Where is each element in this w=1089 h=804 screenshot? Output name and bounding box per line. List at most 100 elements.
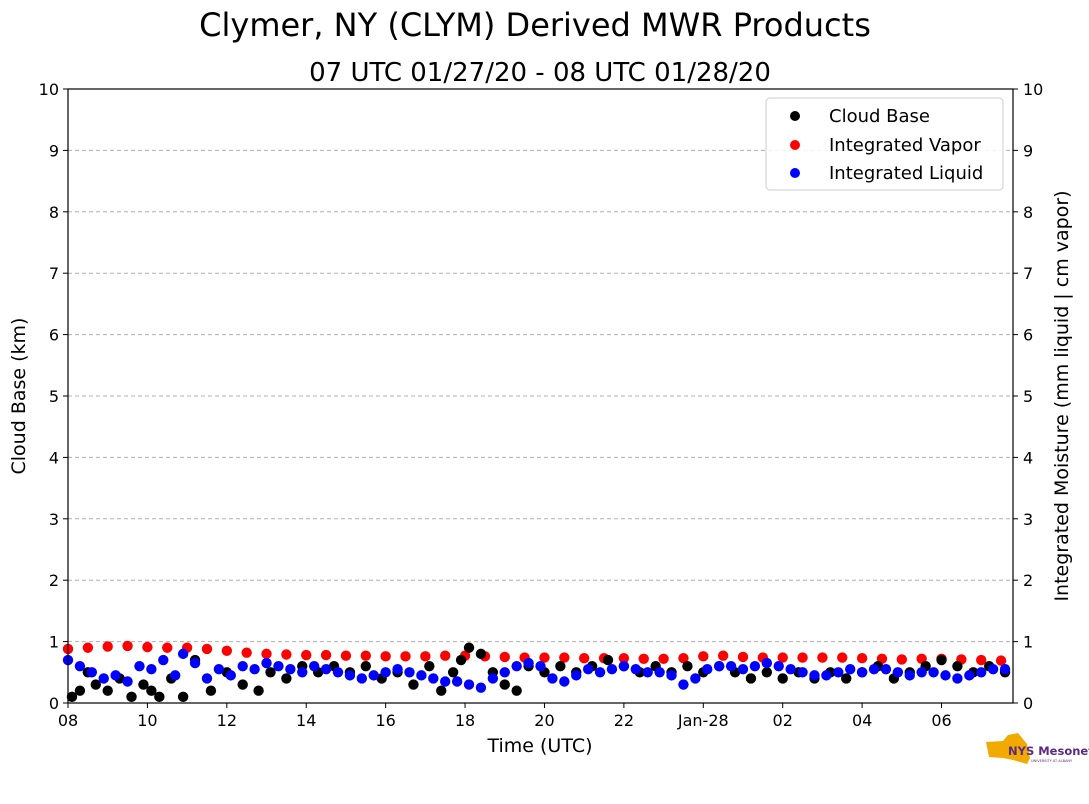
legend-label-integrated-liquid: Integrated Liquid [829, 163, 983, 184]
data-point-integrated-liquid [833, 667, 844, 678]
data-point-integrated-liquid [297, 667, 308, 678]
legend-marker-cloud-base [790, 111, 800, 121]
data-point-cloud-base [253, 685, 264, 696]
y-tick-label-right: 3 [1023, 510, 1033, 529]
data-point-cloud-base [841, 673, 852, 684]
data-point-integrated-liquid [606, 664, 618, 675]
data-point-integrated-liquid [213, 664, 225, 675]
data-point-integrated-liquid [86, 667, 98, 678]
data-point-integrated-vapor [261, 648, 272, 660]
data-point-integrated-liquid [499, 667, 510, 678]
data-point-cloud-base [602, 654, 614, 666]
x-tick-label: 22 [614, 711, 634, 730]
data-point-integrated-vapor [837, 652, 848, 663]
data-point-integrated-liquid [845, 664, 856, 675]
y-tick-label-right: 7 [1023, 264, 1033, 283]
legend-label-cloud-base: Cloud Base [829, 106, 930, 127]
data-point-cloud-base [682, 660, 693, 672]
data-point-integrated-liquid [511, 660, 522, 672]
data-point-integrated-liquid [594, 667, 606, 678]
data-point-cloud-base [90, 679, 101, 690]
series-integrated-vapor [62, 640, 1007, 666]
ny-state-shape-icon [986, 733, 1030, 764]
data-point-integrated-liquid [678, 679, 689, 690]
y-tick-label-right: 2 [1023, 571, 1033, 590]
data-point-integrated-liquid [122, 676, 133, 687]
data-point-integrated-liquid [892, 667, 904, 678]
data-point-integrated-liquid [158, 654, 169, 666]
data-point-integrated-liquid [880, 664, 892, 675]
data-point-cloud-base [475, 648, 487, 660]
data-point-cloud-base [126, 691, 137, 703]
data-point-cloud-base [265, 667, 276, 678]
data-point-integrated-vapor [142, 641, 153, 653]
data-point-cloud-base [154, 691, 165, 703]
y-tick-label-right: 5 [1023, 387, 1033, 406]
data-point-cloud-base [463, 642, 475, 653]
x-tick-label: 20 [534, 711, 554, 730]
y-tick-label-left: 7 [49, 264, 59, 283]
chart-subtitle: 07 UTC 01/27/20 - 08 UTC 01/28/20 [309, 58, 771, 88]
data-point-integrated-vapor [380, 651, 391, 662]
data-point-integrated-vapor [400, 651, 411, 662]
data-point-integrated-liquid [98, 673, 109, 684]
data-point-integrated-liquid [618, 660, 630, 672]
data-point-integrated-liquid [74, 660, 86, 672]
data-point-integrated-liquid [976, 667, 987, 678]
data-point-cloud-base [511, 685, 522, 696]
data-point-cloud-base [408, 679, 419, 690]
data-point-integrated-vapor [420, 651, 431, 662]
data-point-integrated-liquid [809, 670, 820, 681]
data-point-integrated-vapor [221, 645, 233, 657]
data-point-integrated-liquid [273, 660, 284, 672]
data-point-cloud-base [555, 660, 566, 672]
data-point-integrated-liquid [964, 670, 975, 681]
logo-caption: UNIVERSITY AT ALBANY [1031, 759, 1073, 763]
data-point-integrated-liquid [785, 664, 796, 675]
data-point-integrated-liquid [308, 660, 320, 672]
y-tick-label-left: 6 [49, 326, 59, 345]
data-point-integrated-vapor [995, 655, 1007, 666]
data-point-integrated-liquid [201, 673, 213, 684]
data-point-integrated-liquid [749, 660, 761, 672]
x-tick-label: 18 [455, 711, 475, 730]
y-tick-label-left: 0 [49, 694, 59, 713]
data-point-integrated-liquid [952, 673, 963, 684]
data-point-integrated-liquid [170, 670, 181, 681]
data-point-cloud-base [146, 685, 157, 696]
x-tick-label: 04 [852, 711, 872, 730]
x-tick-label: Jan-28 [677, 711, 729, 730]
legend-marker-integrated-vapor [790, 140, 800, 150]
data-point-integrated-liquid [368, 670, 379, 681]
data-point-integrated-vapor [797, 652, 808, 663]
data-point-integrated-liquid [713, 660, 725, 672]
data-point-cloud-base [455, 654, 467, 666]
grid-lines [68, 149, 1013, 643]
x-tick-label: 06 [931, 711, 951, 730]
data-point-cloud-base [745, 673, 757, 684]
data-point-cloud-base [74, 685, 86, 696]
data-point-integrated-vapor [658, 653, 669, 664]
data-point-integrated-vapor [82, 642, 94, 653]
x-tick-label: 10 [137, 711, 157, 730]
data-point-integrated-liquid [225, 670, 236, 681]
data-point-integrated-vapor [162, 642, 173, 653]
y-tick-label-right: 1 [1023, 633, 1033, 652]
data-point-integrated-liquid [380, 667, 391, 678]
data-point-integrated-vapor [717, 650, 729, 661]
data-point-integrated-liquid [856, 667, 868, 678]
data-point-integrated-liquid [440, 676, 451, 687]
data-point-integrated-vapor [440, 650, 451, 661]
data-point-integrated-liquid [535, 660, 546, 672]
data-point-integrated-liquid [940, 670, 951, 681]
data-point-integrated-vapor [817, 652, 828, 663]
data-point-integrated-liquid [249, 664, 260, 675]
data-point-integrated-liquid [702, 664, 713, 675]
data-point-integrated-vapor [777, 652, 788, 663]
data-point-integrated-liquid [332, 667, 344, 678]
series-integrated-liquid [62, 648, 1011, 693]
data-point-integrated-liquid [475, 682, 487, 693]
y-tick-label-left: 3 [49, 510, 59, 529]
data-point-cloud-base [447, 667, 459, 678]
